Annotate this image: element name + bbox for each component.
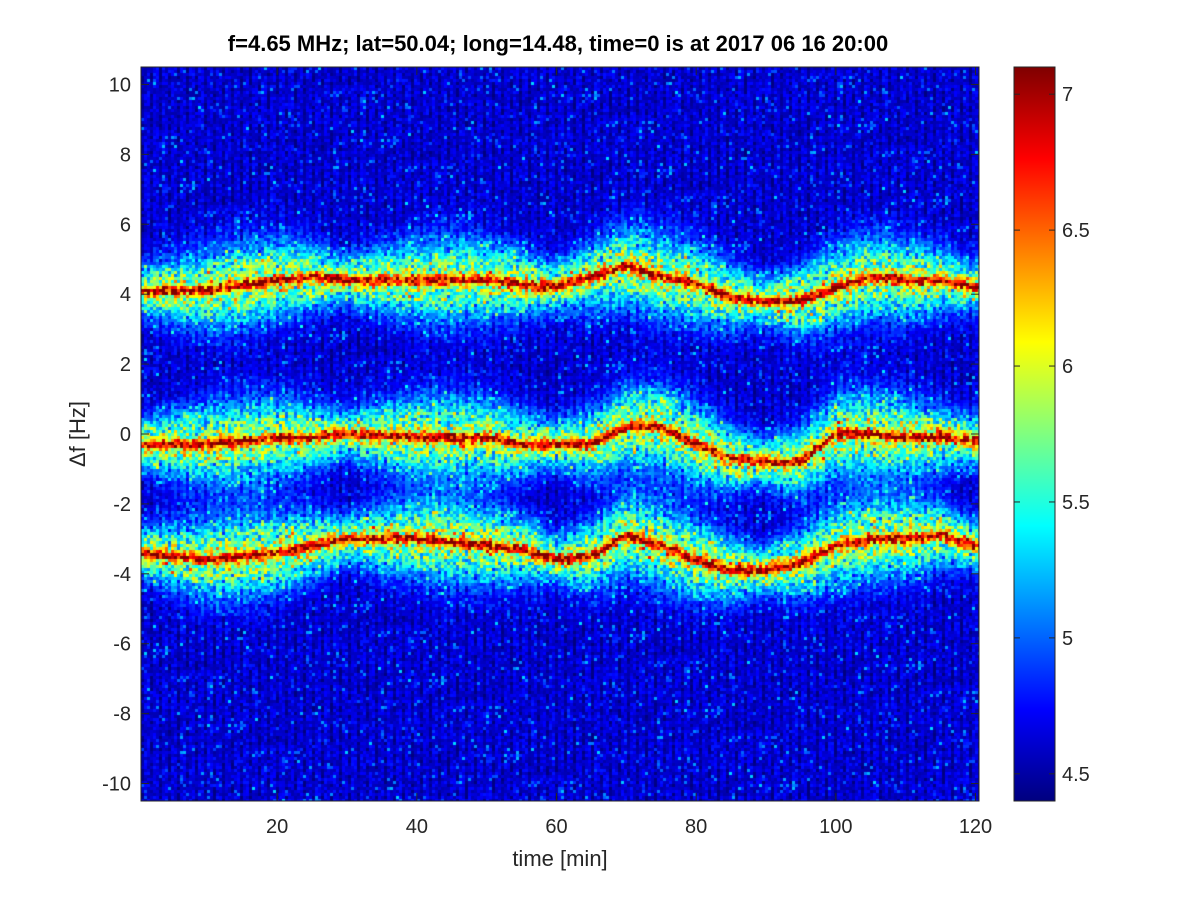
colorbar-tick-label: 4.5 xyxy=(1062,764,1090,786)
y-tick-label: -10 xyxy=(102,774,131,796)
plot-frame xyxy=(140,66,980,802)
x-tick-label: 40 xyxy=(406,816,428,838)
x-axis-ticks: 20 40 60 80 100 120 xyxy=(266,67,992,838)
colorbar-tick-label: 6.5 xyxy=(1062,220,1090,242)
x-axis-label: time [min] xyxy=(512,846,607,871)
colorbar xyxy=(1013,66,1056,802)
colorbar-ticks: 7 6.5 6 5.5 5 4.5 xyxy=(1014,84,1090,786)
y-tick-label: -6 xyxy=(113,634,131,656)
y-tick-label: 0 xyxy=(120,424,131,446)
x-tick-label: 60 xyxy=(545,816,567,838)
chart-title: f=4.65 MHz; lat=50.04; long=14.48, time=… xyxy=(228,31,888,56)
x-tick-label: 80 xyxy=(685,816,707,838)
y-tick-label: 8 xyxy=(120,144,131,166)
y-tick-label: 2 xyxy=(120,354,131,376)
colorbar-tick-label: 7 xyxy=(1062,84,1073,106)
y-tick-label: -2 xyxy=(113,494,131,516)
y-tick-label: -8 xyxy=(113,704,131,726)
x-tick-label: 20 xyxy=(266,816,288,838)
heatmap-area xyxy=(141,67,979,801)
colorbar-tick-label: 5.5 xyxy=(1062,492,1090,514)
colorbar-tick-label: 5 xyxy=(1062,628,1073,650)
heatmap-image xyxy=(141,67,979,801)
y-axis-ticks: 10 8 6 4 2 0 -2 -4 -6 -8 -10 xyxy=(102,74,979,796)
y-axis-label: Δf [Hz] xyxy=(65,401,90,467)
colorbar-tick-label: 6 xyxy=(1062,356,1073,378)
x-tick-label: 100 xyxy=(819,816,852,838)
y-tick-label: 4 xyxy=(120,284,131,306)
y-tick-label: 10 xyxy=(109,74,131,96)
y-tick-label: -4 xyxy=(113,564,131,586)
y-tick-label: 6 xyxy=(120,214,131,236)
x-tick-label: 120 xyxy=(959,816,992,838)
